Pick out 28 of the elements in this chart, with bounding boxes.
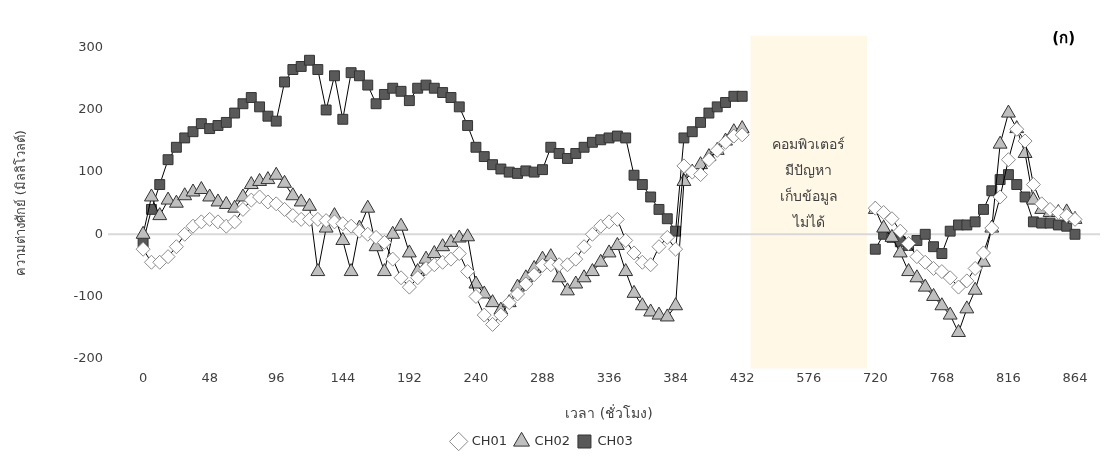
x-tick-label: 144 [330,369,356,385]
legend-label: CH02 [534,432,570,448]
y-tick-label: 300 [78,39,104,55]
y-tick-label: 0 [94,225,104,241]
x-tick-label: 48 [201,369,218,385]
x-tick-label: 192 [396,369,422,385]
y-tick-label: -200 [73,349,104,365]
y-tick-label: -100 [73,287,104,303]
y-axis-title: ความต่างศักย์ (มิลลิโวลต์) [13,130,29,277]
x-tick-label: 768 [929,369,955,385]
x-tick-label: 288 [530,369,555,385]
legend-label: CH03 [597,432,633,448]
x-tick-label: 96 [267,369,285,385]
x-tick-label: 240 [463,369,489,385]
x-axis-title: เวลา (ชั่วโมง) [565,404,653,422]
y-tick-label: 100 [78,163,104,179]
x-tick-label: 432 [729,369,755,385]
x-tick-label: 384 [663,369,689,385]
y-tick-label: 200 [78,101,104,117]
band-label: คอมพิวเตอร์ มีปัญหา เก็บข้อมูล ไม่ได้ [772,136,846,231]
x-tick-label: 576 [796,369,822,385]
x-tick-label: 864 [1062,369,1088,385]
x-tick-label: 0 [138,369,148,385]
chart-title: (ก) [1052,28,1075,47]
x-tick-label: 816 [996,369,1021,385]
x-tick-label: 720 [862,369,888,385]
x-tick-label: 336 [596,369,622,385]
legend-label: CH01 [471,432,508,448]
